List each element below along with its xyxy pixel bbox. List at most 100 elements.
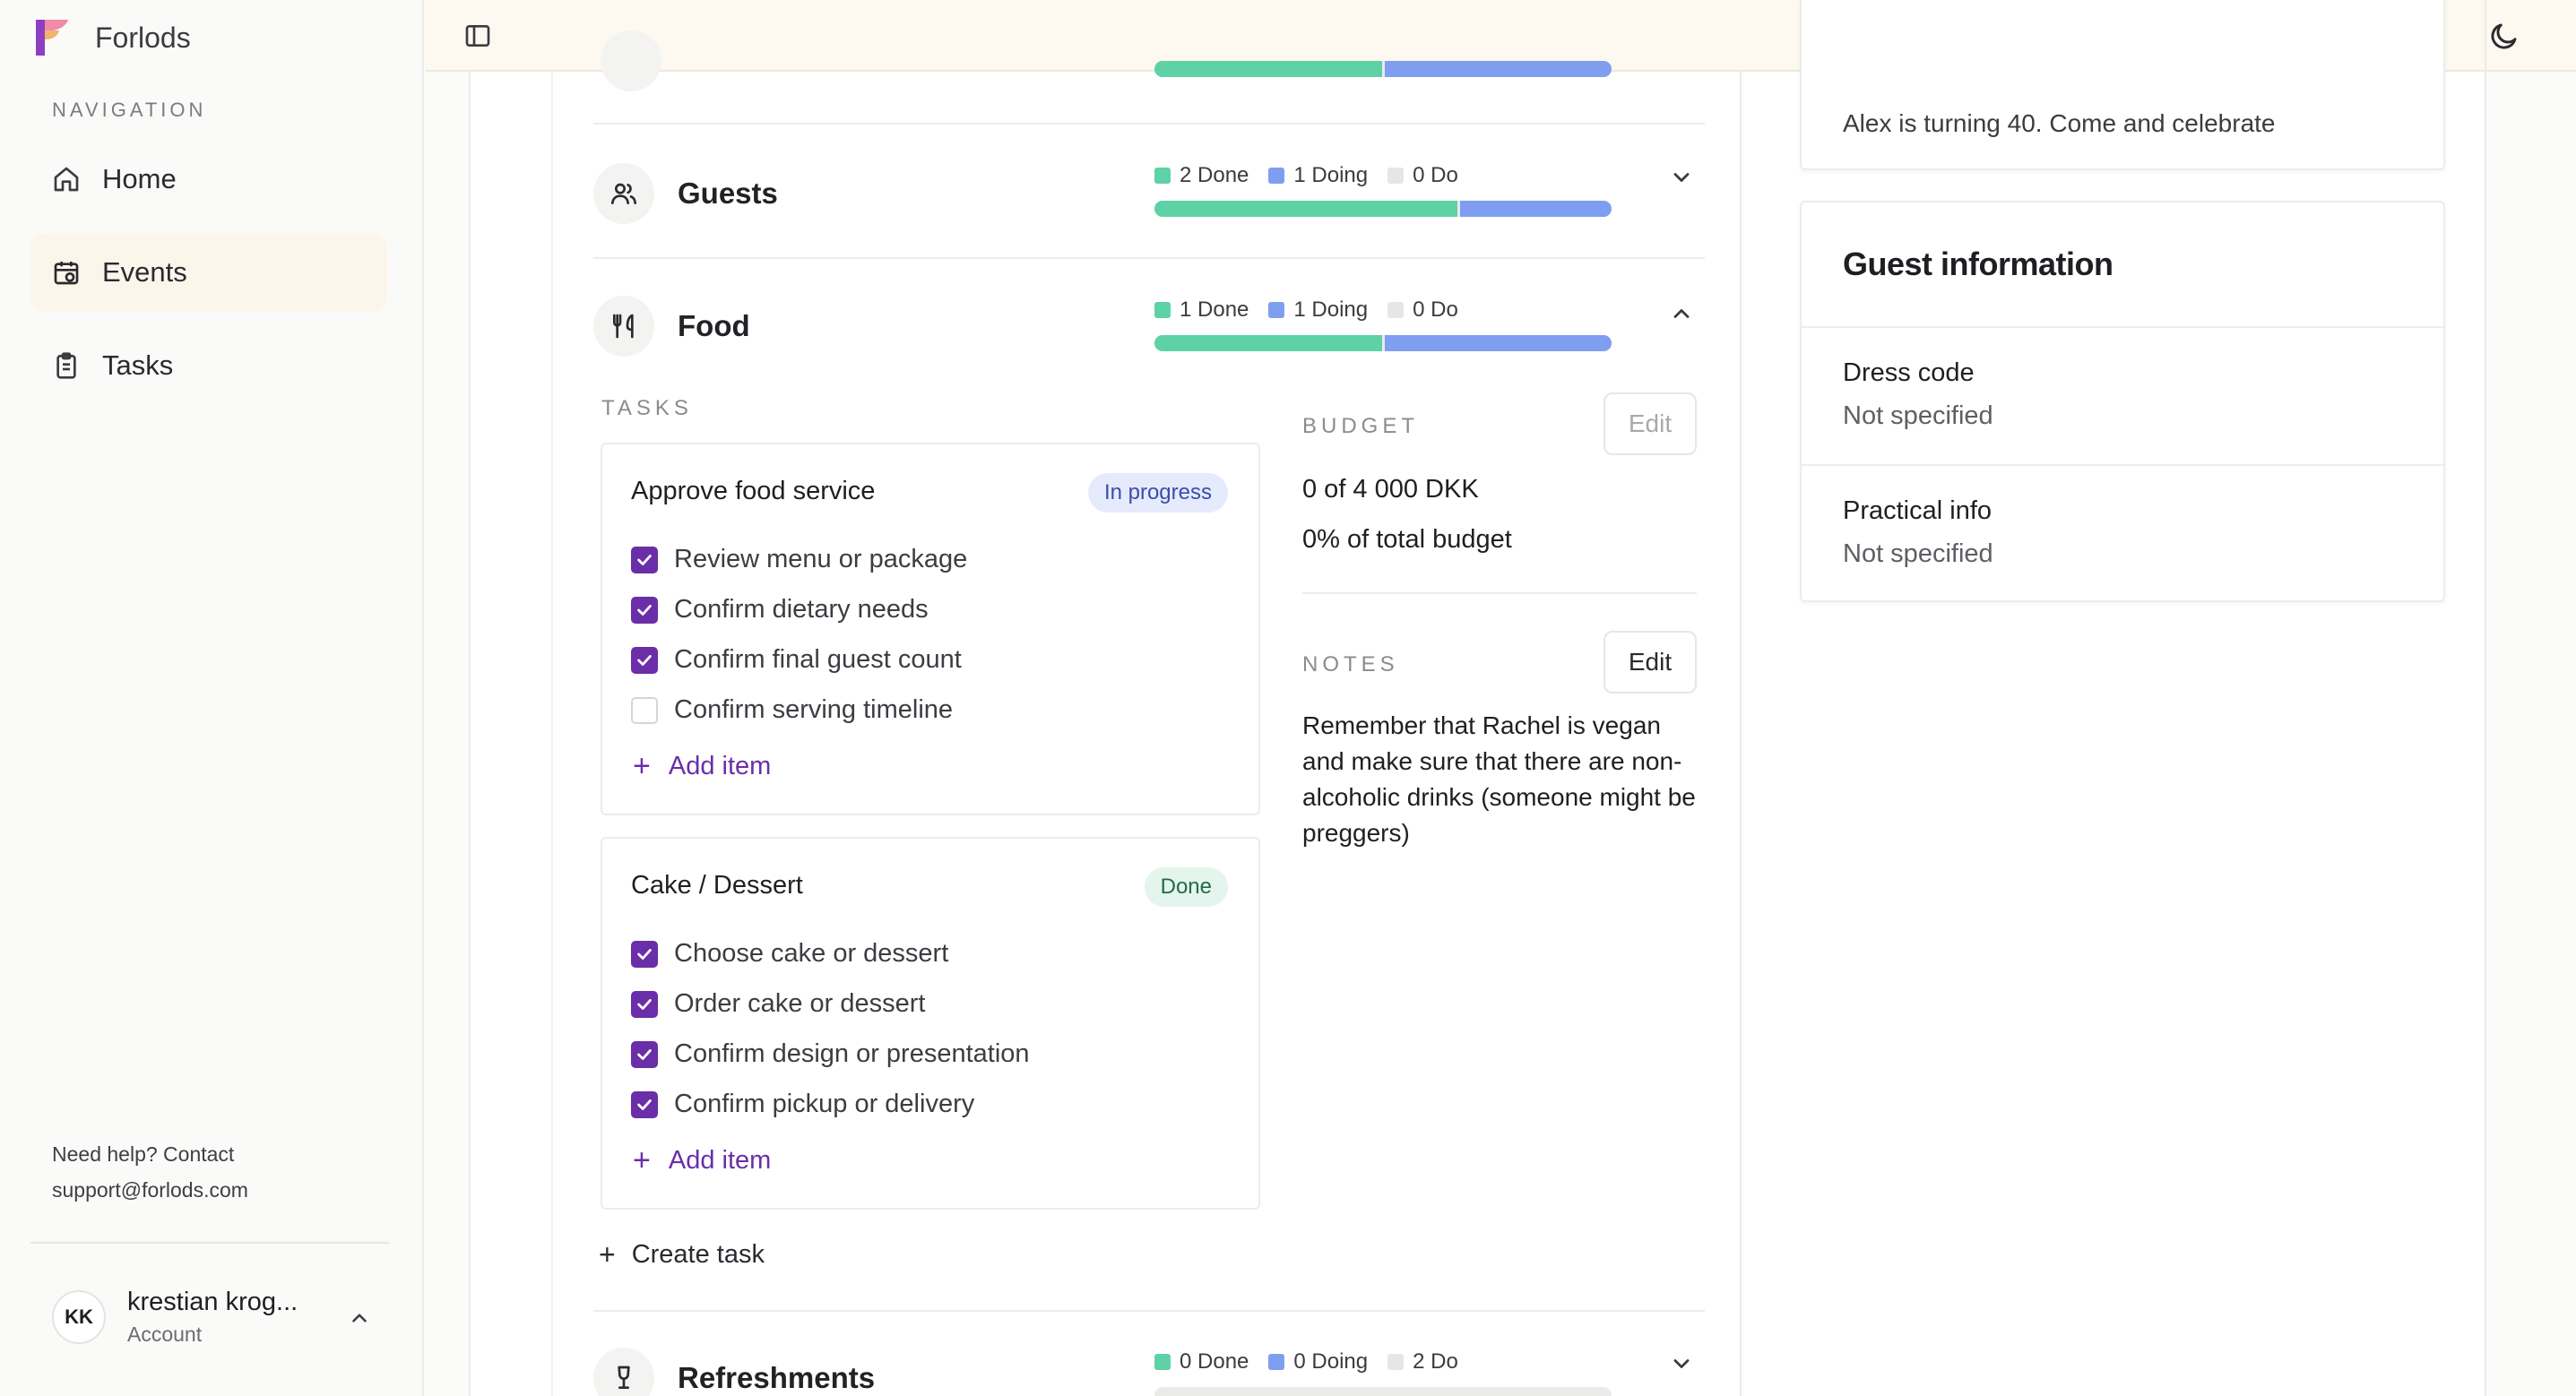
done-label: 0 Done — [1180, 1349, 1249, 1374]
legend-todo: 0 Do — [1387, 163, 1458, 188]
checklist-label: Order cake or dessert — [674, 989, 926, 1018]
plus-icon: + — [599, 1238, 616, 1271]
budget-amount: 0 of 4 000 DKK — [1302, 475, 1479, 504]
checkbox-checked[interactable] — [631, 646, 658, 674]
checklist-item[interactable]: Confirm design or presentation — [631, 1039, 1030, 1069]
checklist-label: Confirm pickup or delivery — [674, 1090, 975, 1118]
checkbox-checked[interactable] — [631, 596, 658, 624]
event-description: Alex is turning 40. Come and celebrate — [1843, 109, 2276, 137]
check-icon — [637, 654, 652, 666]
section-divider — [593, 123, 1705, 125]
done-swatch — [1154, 1354, 1171, 1370]
sidebar-item-label: Tasks — [102, 349, 174, 381]
section-progress: 1 Done 1 Doing 0 Do — [1154, 297, 1612, 351]
doing-swatch — [1268, 1354, 1285, 1370]
task-title[interactable]: Approve food service — [631, 477, 876, 505]
sidebar-item-tasks[interactable]: Tasks — [30, 326, 387, 405]
todo-label: 2 Do — [1413, 1349, 1458, 1374]
brand[interactable]: Forlods — [32, 16, 191, 59]
progress-doing-fill — [1384, 335, 1612, 351]
guest-info-title: Guest information — [1843, 246, 2114, 282]
status-badge: Done — [1144, 867, 1228, 907]
legend-doing: 0 Doing — [1268, 1349, 1368, 1374]
users-icon — [593, 163, 654, 224]
add-item-label: Add item — [668, 1146, 772, 1175]
checklist-label: Confirm design or presentation — [674, 1039, 1030, 1068]
checklist-item[interactable]: Order cake or dessert — [631, 989, 925, 1019]
checklist-item[interactable]: Confirm serving timeline — [631, 695, 953, 725]
tasks-heading: TASKS — [601, 396, 693, 420]
todo-label: 0 Do — [1413, 163, 1458, 187]
progress-done-fill — [1154, 335, 1382, 351]
sidebar-item-events[interactable]: Events — [30, 233, 387, 312]
plus-icon: + — [633, 1143, 651, 1177]
section-progress: 2 Done 1 Doing 0 Do — [1154, 163, 1612, 217]
sidebar-toggle-icon[interactable] — [463, 22, 492, 50]
budget-divider — [1302, 592, 1697, 594]
moon-icon[interactable] — [2488, 20, 2520, 52]
sidebar-item-home[interactable]: Home — [30, 140, 387, 219]
doing-label: 0 Doing — [1293, 1349, 1369, 1374]
legend-done: 1 Done — [1154, 297, 1249, 323]
task-card: Approve food service In progress Review … — [601, 443, 1260, 815]
done-label: 1 Done — [1180, 297, 1249, 322]
checkbox-unchecked[interactable] — [631, 696, 658, 724]
legend-done: 2 Done — [1154, 163, 1249, 188]
sidebar-item-label: Home — [102, 163, 177, 194]
create-task-label: Create task — [631, 1240, 765, 1269]
nav-heading: NAVIGATION — [52, 99, 207, 121]
progress-bar — [1154, 1387, 1612, 1396]
task-title[interactable]: Cake / Dessert — [631, 871, 803, 900]
edit-notes-button[interactable]: Edit — [1604, 631, 1697, 694]
checklist-item[interactable]: Confirm dietary needs — [631, 595, 929, 625]
support-email-link[interactable]: support@forlods.com — [52, 1178, 248, 1202]
progress-bar — [1154, 61, 1612, 77]
calendar-icon — [52, 258, 81, 287]
chevron-up-icon[interactable] — [348, 1306, 371, 1330]
add-item-button[interactable]: + Add item — [631, 1143, 771, 1178]
practical-info-label: Practical info — [1843, 496, 1993, 525]
done-swatch — [1154, 302, 1171, 318]
legend-doing: 1 Doing — [1268, 297, 1368, 323]
checklist-item[interactable]: Choose cake or dessert — [631, 939, 948, 969]
dress-code-label: Dress code — [1843, 358, 1975, 387]
check-icon — [637, 1099, 652, 1110]
section-icon-partial — [601, 30, 661, 91]
checkbox-checked[interactable] — [631, 1090, 658, 1118]
done-swatch — [1154, 168, 1171, 184]
checkbox-checked[interactable] — [631, 990, 658, 1018]
section-divider — [593, 257, 1705, 259]
checkbox-checked[interactable] — [631, 1040, 658, 1068]
sidebar-item-label: Events — [102, 256, 187, 288]
avatar: KK — [52, 1290, 106, 1344]
chevron-up-icon[interactable] — [1669, 301, 1694, 326]
progress-bar — [1154, 201, 1612, 217]
section-progress-partial — [1154, 61, 1612, 77]
checklist-item[interactable]: Confirm pickup or delivery — [631, 1090, 974, 1119]
doing-swatch — [1268, 168, 1285, 184]
add-item-button[interactable]: + Add item — [631, 749, 771, 784]
checkbox-checked[interactable] — [631, 940, 658, 968]
account-menu[interactable]: KK krestian krog... Account — [30, 1272, 389, 1362]
edit-budget-button[interactable]: Edit — [1604, 392, 1697, 455]
progress-legend: 1 Done 1 Doing 0 Do — [1154, 297, 1612, 323]
create-task-button[interactable]: + Create task — [599, 1238, 765, 1271]
checklist-label: Choose cake or dessert — [674, 939, 949, 968]
legend-done: 0 Done — [1154, 1349, 1249, 1374]
chevron-down-icon[interactable] — [1669, 165, 1694, 190]
progress-legend: 0 Done 0 Doing 2 Do — [1154, 1349, 1612, 1374]
checkbox-checked[interactable] — [631, 546, 658, 573]
task-card: Cake / Dessert Done Choose cake or desse… — [601, 837, 1260, 1210]
doing-swatch — [1268, 302, 1285, 318]
account-name: krestian krog... — [127, 1288, 298, 1316]
chevron-down-icon[interactable] — [1669, 1351, 1694, 1376]
checklist-item[interactable]: Review menu or package — [631, 545, 967, 574]
check-icon — [637, 948, 652, 960]
section-guests-header[interactable]: Guests — [593, 163, 1705, 224]
account-subtitle: Account — [127, 1323, 203, 1346]
section-refreshments-header[interactable]: Refreshments — [593, 1348, 1705, 1396]
checklist-item[interactable]: Confirm final guest count — [631, 645, 962, 675]
check-icon — [637, 554, 652, 565]
section-food-header[interactable]: Food — [593, 296, 1705, 357]
section-title: Food — [678, 309, 750, 342]
